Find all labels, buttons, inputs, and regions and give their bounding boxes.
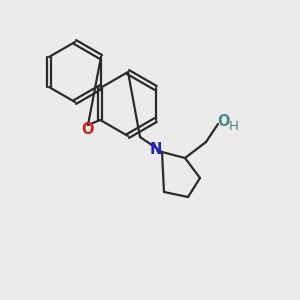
Text: O: O xyxy=(81,122,93,137)
Text: O: O xyxy=(218,115,230,130)
Text: H: H xyxy=(229,121,239,134)
Text: N: N xyxy=(150,142,162,157)
